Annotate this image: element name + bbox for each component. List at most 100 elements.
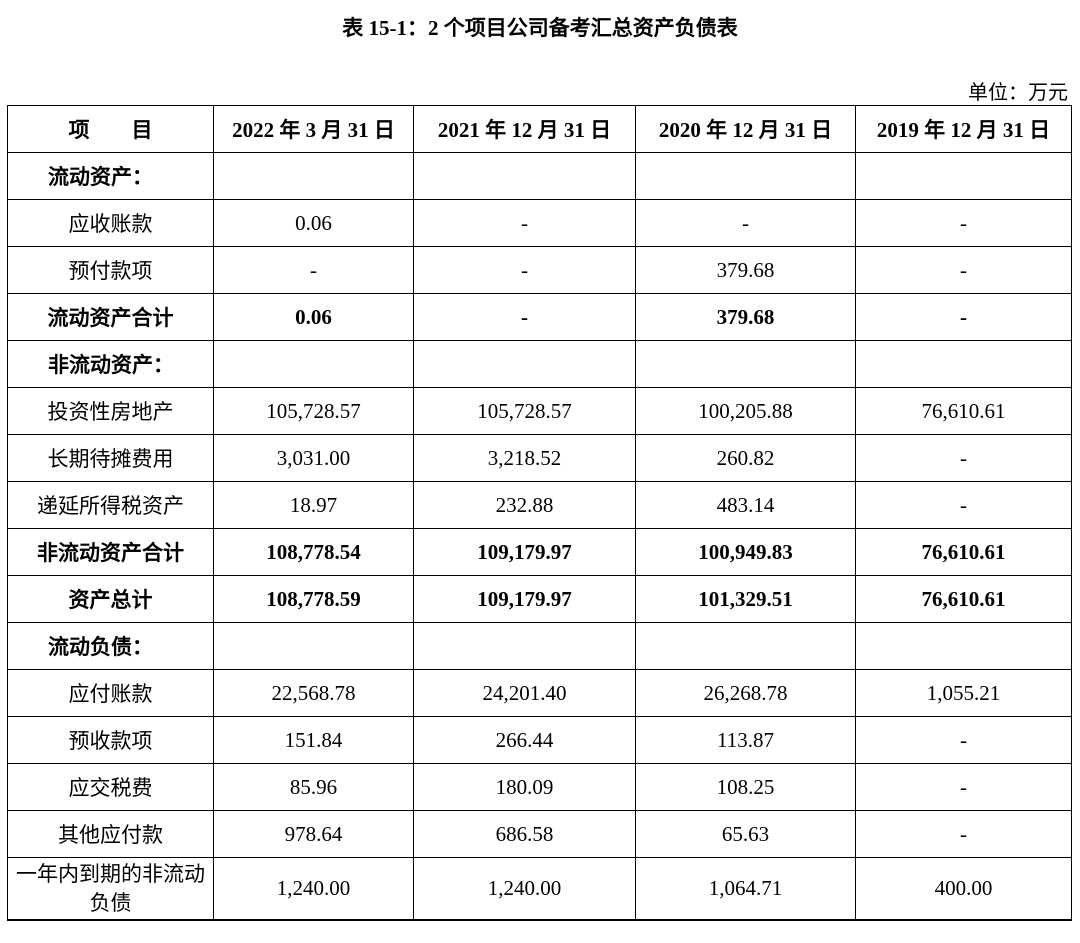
- value-cell: 400.00: [855, 857, 1072, 921]
- value-cell: -: [413, 199, 636, 247]
- value-cell: 232.88: [413, 481, 636, 529]
- value-cell: -: [413, 246, 636, 294]
- row-label: 非流动资产：: [7, 340, 214, 388]
- table-row: 应付账款 22,568.78 24,201.40 26,268.78 1,055.21: [7, 669, 1072, 717]
- unit-label: 单位：万元: [968, 82, 1068, 104]
- value-cell: 100,949.83: [635, 528, 856, 576]
- value-cell: 180.09: [413, 763, 636, 811]
- value-cell: 26,268.78: [635, 669, 856, 717]
- value-cell: 1,240.00: [213, 857, 414, 921]
- value-cell: 24,201.40: [413, 669, 636, 717]
- value-cell: -: [213, 246, 414, 294]
- row-label: 非流动资产合计: [7, 528, 214, 576]
- row-label: 应付账款: [7, 669, 214, 717]
- value-cell: 1,240.00: [413, 857, 636, 921]
- row-label: 流动资产合计: [7, 293, 214, 341]
- header-item: 项 目: [7, 105, 214, 153]
- value-cell: [855, 622, 1072, 670]
- row-label: 预付款项: [7, 246, 214, 294]
- value-cell: -: [855, 246, 1072, 294]
- value-cell: [635, 340, 856, 388]
- table-row: 预付款项 - -379.68-: [7, 246, 1072, 294]
- value-cell: 100,205.88: [635, 387, 856, 435]
- value-cell: 85.96: [213, 763, 414, 811]
- table-row: 流动资产合计 0.06-379.68-: [7, 293, 1072, 341]
- table-row: 资产总计 108,778.59 109,179.97 101,329.51 76,610…: [7, 575, 1072, 623]
- value-cell: 379.68: [635, 246, 856, 294]
- value-cell: 3,031.00: [213, 434, 414, 482]
- table-row: 预收款项 151.84 266.44 113.87-: [7, 716, 1072, 764]
- value-cell: 260.82: [635, 434, 856, 482]
- header-2022-03-31: 2022 年 3 月 31 日: [213, 105, 414, 153]
- value-cell: 18.97: [213, 481, 414, 529]
- row-label: 预收款项: [7, 716, 214, 764]
- value-cell: 113.87: [635, 716, 856, 764]
- value-cell: 1,055.21: [855, 669, 1072, 717]
- value-cell: 483.14: [635, 481, 856, 529]
- value-cell: -: [855, 199, 1072, 247]
- row-label: 长期待摊费用: [7, 434, 214, 482]
- value-cell: [213, 622, 414, 670]
- value-cell: 76,610.61: [855, 387, 1072, 435]
- value-cell: [413, 340, 636, 388]
- header-2019-12-31: 2019 年 12 月 31 日: [855, 105, 1072, 153]
- value-cell: 76,610.61: [855, 528, 1072, 576]
- table-row: 递延所得税资产 18.97 232.88 483.14-: [7, 481, 1072, 529]
- value-cell: -: [855, 810, 1072, 858]
- row-label: 投资性房地产: [7, 387, 214, 435]
- value-cell: 266.44: [413, 716, 636, 764]
- value-cell: 379.68: [635, 293, 856, 341]
- value-cell: [413, 152, 636, 200]
- value-cell: 108,778.59: [213, 575, 414, 623]
- value-cell: -: [855, 481, 1072, 529]
- value-cell: 108.25: [635, 763, 856, 811]
- value-cell: 1,064.71: [635, 857, 856, 921]
- row-label: 一年内到期的非流动负债: [7, 857, 214, 921]
- row-label: 流动负债：: [7, 622, 214, 670]
- value-cell: [855, 340, 1072, 388]
- value-cell: 978.64: [213, 810, 414, 858]
- table-row: 长期待摊费用 3,031.00 3,218.52 260.82-: [7, 434, 1072, 482]
- value-cell: 105,728.57: [213, 387, 414, 435]
- value-cell: -: [413, 293, 636, 341]
- value-cell: [413, 622, 636, 670]
- section-header-row: 非流动资产：: [7, 340, 1072, 388]
- value-cell: [213, 340, 414, 388]
- table-row: 其他应付款 978.64 686.58 65.63-: [7, 810, 1072, 858]
- value-cell: 76,610.61: [855, 575, 1072, 623]
- value-cell: -: [855, 293, 1072, 341]
- row-label: 递延所得税资产: [7, 481, 214, 529]
- value-cell: 105,728.57: [413, 387, 636, 435]
- balance-sheet-table: 项 目 2022 年 3 月 31 日 2021 年 12 月 31 日 202…: [7, 105, 1072, 921]
- value-cell: [635, 152, 856, 200]
- table-row: 应收账款 0.06- - -: [7, 199, 1072, 247]
- value-cell: 65.63: [635, 810, 856, 858]
- value-cell: -: [855, 763, 1072, 811]
- value-cell: 109,179.97: [413, 528, 636, 576]
- row-label: 应交税费: [7, 763, 214, 811]
- value-cell: 686.58: [413, 810, 636, 858]
- table-row: 投资性房地产 105,728.57 105,728.57 100,205.88 76,6…: [7, 387, 1072, 435]
- table-row: 非流动资产合计 108,778.54 109,179.97 100,949.83 76,…: [7, 528, 1072, 576]
- value-cell: 0.06: [213, 199, 414, 247]
- value-cell: -: [855, 434, 1072, 482]
- value-cell: -: [855, 716, 1072, 764]
- value-cell: 151.84: [213, 716, 414, 764]
- row-label: 应收账款: [7, 199, 214, 247]
- value-cell: 108,778.54: [213, 528, 414, 576]
- value-cell: 109,179.97: [413, 575, 636, 623]
- value-cell: [635, 622, 856, 670]
- value-cell: [855, 152, 1072, 200]
- table-row: 应交税费 85.96 180.09 108.25-: [7, 763, 1072, 811]
- value-cell: -: [635, 199, 856, 247]
- value-cell: 101,329.51: [635, 575, 856, 623]
- section-header-row: 流动资产：: [7, 152, 1072, 200]
- header-row: 项 目 2022 年 3 月 31 日 2021 年 12 月 31 日 202…: [7, 105, 1072, 153]
- value-cell: [213, 152, 414, 200]
- value-cell: 0.06: [213, 293, 414, 341]
- header-2021-12-31: 2021 年 12 月 31 日: [413, 105, 636, 153]
- header-2020-12-31: 2020 年 12 月 31 日: [635, 105, 856, 153]
- row-label: 流动资产：: [7, 152, 214, 200]
- row-label: 资产总计: [7, 575, 214, 623]
- table-row: 一年内到期的非流动负债 1,240.00 1,240.00 1,064.71 400.0…: [7, 857, 1072, 921]
